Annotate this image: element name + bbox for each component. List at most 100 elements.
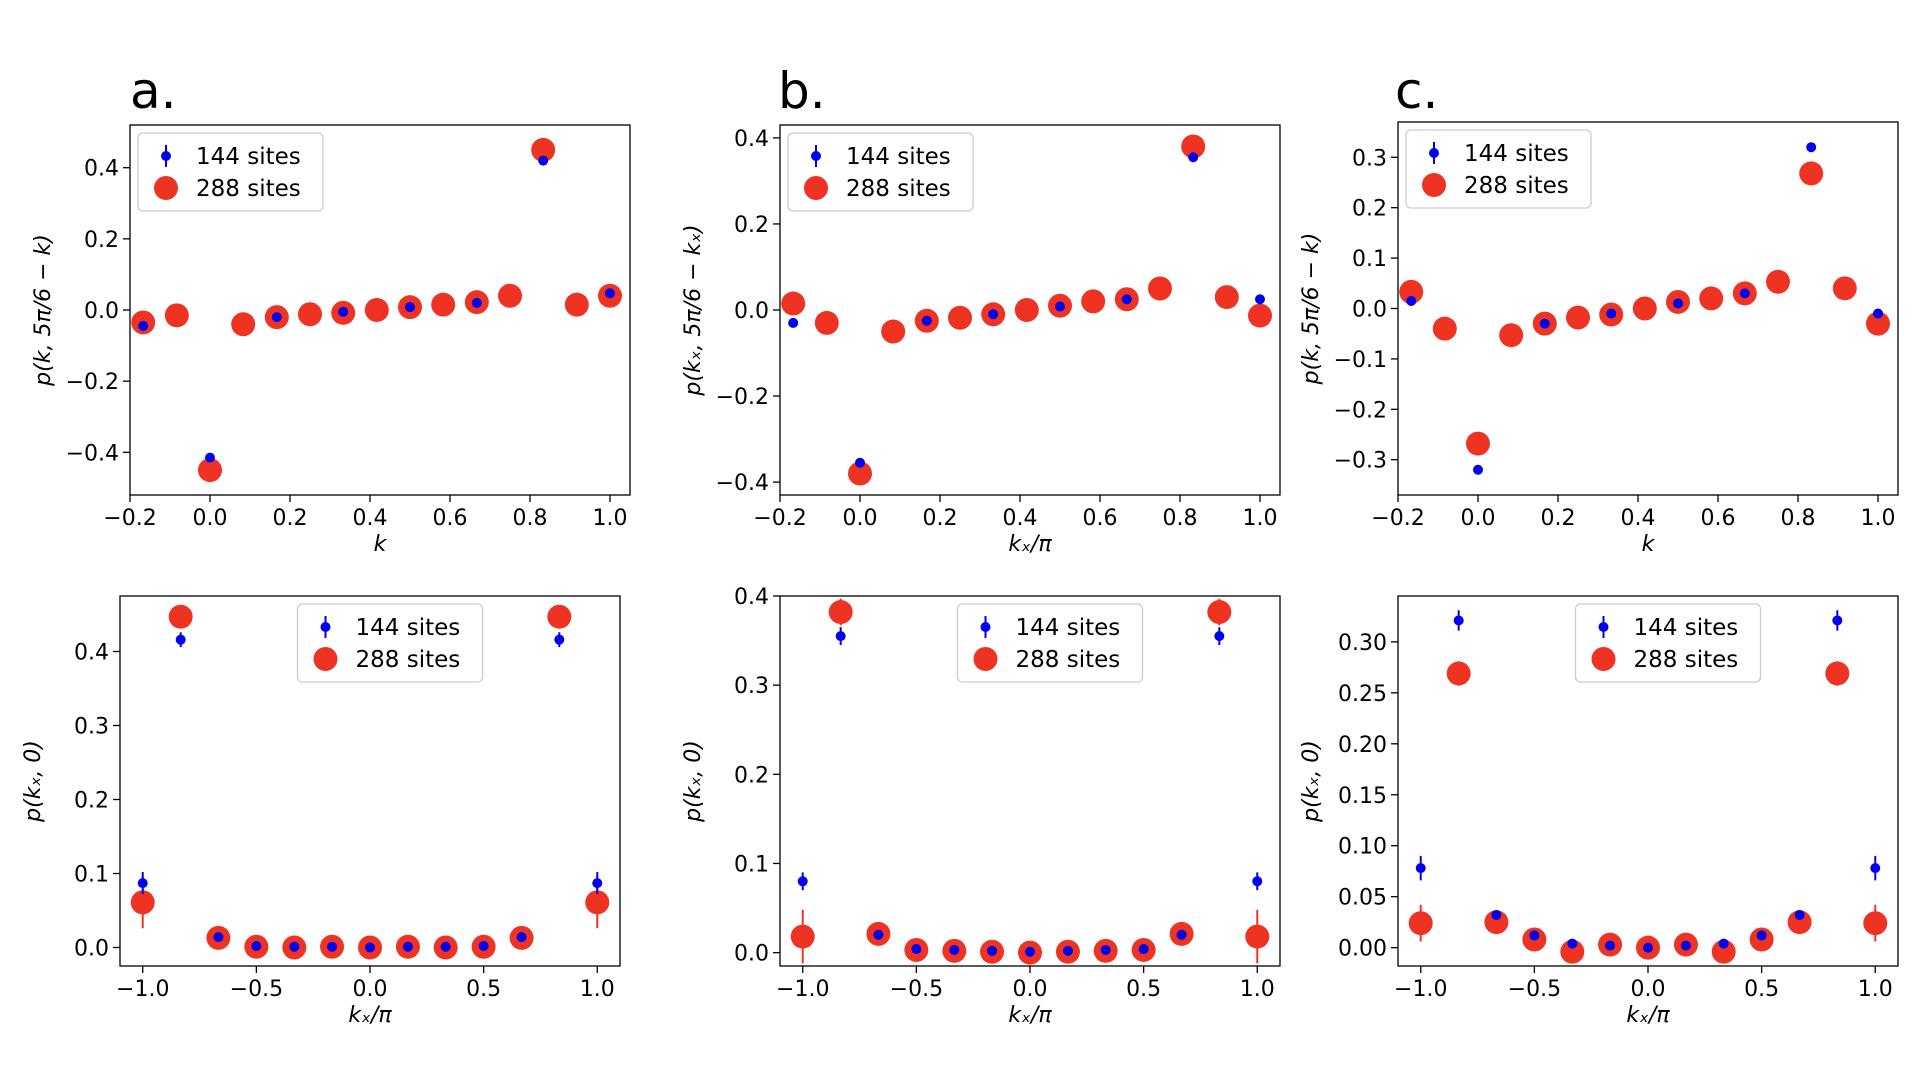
- y-tick-label: 0.0: [734, 299, 769, 324]
- legend-box: [787, 132, 974, 212]
- data-point-144: [1680, 940, 1691, 951]
- data-point-288: [1014, 298, 1039, 322]
- y-tick-label: 0.1: [74, 863, 109, 888]
- data-point-288: [781, 291, 806, 316]
- data-point-144: [1718, 938, 1729, 949]
- data-point-288: [1832, 276, 1857, 301]
- data-point-144: [251, 941, 262, 952]
- data-point-144: [1806, 142, 1817, 153]
- y-tick-label: 0.4: [84, 157, 119, 182]
- data-point-144: [835, 631, 846, 642]
- legend-marker-288: [804, 176, 828, 200]
- data-point-144: [538, 155, 549, 166]
- series-144-sites: [1415, 610, 1881, 953]
- y-tick-label: −0.4: [716, 471, 769, 496]
- data-point-144: [1473, 464, 1483, 475]
- y-tick-label: −0.3: [1334, 449, 1387, 474]
- data-point-144: [1453, 615, 1464, 626]
- subplot-1: a. −0.2 0.0 0.2 0.4 0.6 0.8 1.0 −0.4 −0.2 0.0 0.2 0.…: [31, 62, 631, 557]
- x-tick-label: 0.8: [513, 506, 548, 531]
- data-point-144: [471, 297, 482, 308]
- x-tick-label: 1.0: [1858, 977, 1893, 1002]
- data-point-288: [298, 302, 322, 327]
- subplot-2: b. −0.2 0.0 0.2 0.4 0.6 0.8 1.0 −0.4 −0.2 0.0 0.2 0.…: [681, 62, 1281, 557]
- data-point-288: [1466, 431, 1490, 456]
- x-tick-label: 0.2: [1541, 506, 1576, 531]
- x-tick-label: 0.5: [1126, 977, 1161, 1002]
- data-point-288: [1081, 289, 1106, 314]
- x-tick-label: 0.5: [1744, 977, 1779, 1002]
- data-point-288: [1408, 911, 1433, 936]
- data-point-144: [1252, 876, 1263, 887]
- y-axis-label: p(kₓ, 0): [21, 740, 46, 823]
- data-point-288: [164, 303, 189, 328]
- data-point-144: [1406, 295, 1417, 306]
- legend-label-144: 144 sites: [1634, 615, 1739, 641]
- data-point-144: [289, 941, 300, 952]
- y-tick-label: 0.05: [1338, 886, 1387, 911]
- x-axis-label: kₓ/π: [1008, 1003, 1052, 1028]
- data-point-144: [1255, 294, 1265, 305]
- x-tick-label: −1.0: [116, 977, 169, 1002]
- series-144-sites: [138, 155, 615, 463]
- data-point-288: [948, 305, 972, 330]
- data-point-288: [168, 604, 193, 629]
- data-point-144: [213, 932, 224, 943]
- y-tick-label: −0.4: [66, 441, 119, 466]
- y-tick-label: 0.3: [1352, 146, 1387, 171]
- series-288-sites: [1399, 161, 1890, 456]
- data-point-288: [1499, 323, 1524, 348]
- data-point-288: [364, 298, 389, 322]
- panel-letter: c.: [1395, 62, 1438, 120]
- data-point-288: [1484, 910, 1509, 935]
- legend-label-288: 288 sites: [196, 176, 301, 202]
- data-point-288: [1632, 296, 1657, 321]
- y-tick-label: 0.0: [74, 937, 109, 962]
- data-point-144: [1121, 294, 1132, 305]
- x-tick-label: −0.5: [1508, 977, 1561, 1002]
- x-tick-label: 0.6: [1701, 506, 1736, 531]
- x-tick-label: 0.4: [353, 506, 388, 531]
- panel-letter: b.: [778, 62, 826, 120]
- data-point-288: [1825, 661, 1850, 686]
- y-axis-label: p(kₓ, 5π/6 − kₓ): [681, 224, 706, 396]
- data-point-144: [271, 312, 282, 323]
- x-tick-label: −0.2: [103, 506, 156, 531]
- data-point-288: [1245, 924, 1270, 949]
- data-point-288: [498, 283, 522, 308]
- y-tick-label: 0.2: [1352, 197, 1387, 222]
- y-tick-label: 0.0: [1352, 298, 1387, 323]
- data-point-288: [130, 890, 155, 915]
- subplot-3: c. −0.2 0.0 0.2 0.4 0.6 0.8 1.0 −0.3 −0.2 −0.1 0.0 0…: [1299, 62, 1899, 557]
- legend-label-144: 144 sites: [356, 615, 461, 641]
- x-tick-label: 0.0: [353, 977, 388, 1002]
- y-tick-label: 0.15: [1338, 784, 1387, 809]
- data-point-144: [605, 288, 615, 299]
- x-tick-label: 0.0: [843, 506, 878, 531]
- x-tick-label: 1.0: [580, 977, 615, 1002]
- legend-box: [1574, 603, 1762, 683]
- x-tick-label: 1.0: [593, 506, 628, 531]
- data-point-144: [402, 941, 413, 952]
- data-point-288: [531, 137, 556, 162]
- y-tick-label: 0.10: [1338, 835, 1387, 860]
- legend-marker-144: [1429, 148, 1439, 158]
- x-tick-label: −0.2: [753, 506, 806, 531]
- data-point-288: [1799, 161, 1824, 186]
- legend-marker-144: [1598, 622, 1609, 632]
- subplot-4: −1.0 −0.5 0.0 0.5 1.0 0.0 0.1 0.2 0.3 0.4 kₓ/π p(kₓ…: [21, 595, 621, 1028]
- y-tick-label: 0.3: [734, 674, 769, 699]
- legend-label-144: 144 sites: [1464, 141, 1569, 167]
- data-point-144: [175, 634, 186, 645]
- data-point-144: [1062, 945, 1073, 956]
- data-point-288: [1566, 305, 1590, 330]
- data-point-288: [1148, 276, 1172, 301]
- data-point-288: [1866, 311, 1890, 336]
- data-point-288: [814, 310, 839, 335]
- data-point-288: [848, 461, 872, 486]
- y-tick-label: 0.25: [1338, 682, 1387, 707]
- data-point-144: [911, 944, 922, 955]
- legend-box: [1405, 129, 1592, 209]
- x-tick-label: 0.2: [923, 506, 958, 531]
- x-tick-label: 0.8: [1781, 506, 1816, 531]
